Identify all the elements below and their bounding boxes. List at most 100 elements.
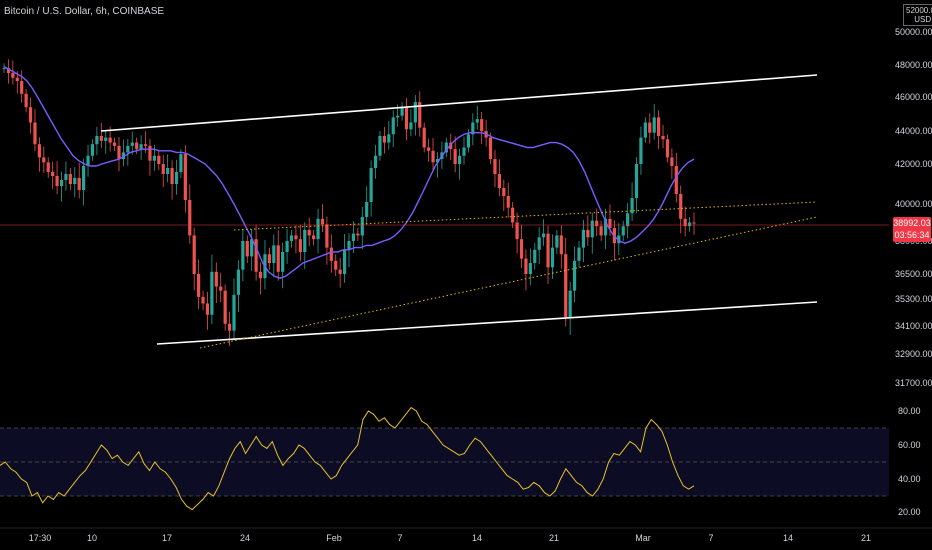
candle-body — [657, 117, 661, 136]
candle-body — [661, 135, 665, 140]
currency-code: USD — [914, 15, 932, 24]
candle-body — [493, 159, 497, 174]
candle-body — [555, 235, 559, 248]
candle-body — [418, 102, 422, 128]
currency-label[interactable]: 52000.00 USD — [903, 4, 932, 26]
candle-body — [329, 247, 333, 261]
time-tick-label: 21 — [549, 533, 559, 543]
candle-body — [254, 239, 258, 272]
rsi-tick-label: 20.00 — [898, 507, 921, 517]
candle-body — [382, 135, 386, 143]
price-tick-label: 48000.00 — [895, 60, 932, 70]
candle-body — [170, 168, 174, 184]
candle-body — [201, 296, 205, 304]
candle-body — [135, 142, 139, 150]
time-axis[interactable]: 17:30 10 17 24 Feb 7 14 21 Mar 7 14 21 — [0, 527, 932, 543]
candle-body — [391, 117, 395, 135]
candle-body — [590, 220, 594, 238]
candle-body — [687, 222, 692, 227]
rsi-tick-label: 60.00 — [898, 440, 921, 450]
candle-body — [603, 218, 608, 236]
rsi-tick-label: 80.00 — [898, 406, 921, 416]
candle-body — [670, 157, 674, 166]
candle-body — [161, 164, 165, 174]
last-price-value: 38992.03 — [893, 218, 931, 228]
price-tick-label: 36500.00 — [895, 269, 932, 279]
candle-body — [679, 194, 683, 219]
time-tick-label: 14 — [472, 533, 482, 543]
candle-body — [289, 235, 294, 241]
candle-body — [692, 222, 696, 224]
candle-body — [37, 144, 41, 158]
candle-body — [444, 142, 448, 153]
candle-body — [267, 254, 271, 263]
candle-body — [665, 139, 670, 158]
candle-body — [316, 218, 320, 240]
rising-support-line[interactable] — [199, 216, 818, 349]
candle-body — [59, 180, 64, 186]
candle-body — [639, 137, 643, 164]
candle-body — [630, 198, 634, 214]
channel-upper-line[interactable] — [100, 74, 818, 132]
candle-body — [342, 249, 347, 274]
candle-body — [577, 247, 581, 261]
candle-body — [334, 260, 338, 270]
candle-body — [537, 237, 541, 250]
candle-body — [471, 122, 475, 135]
candle-body — [68, 174, 72, 184]
candle-body — [166, 168, 170, 174]
candle-body — [396, 115, 400, 118]
candle-body — [192, 235, 196, 274]
candle-body — [33, 122, 37, 145]
candle-body — [152, 155, 156, 161]
candle-body — [360, 216, 364, 236]
candle-body — [626, 213, 630, 227]
time-tick-label: 14 — [783, 533, 793, 543]
moving-average-line — [3, 65, 695, 279]
horizontal-level-line[interactable] — [233, 201, 818, 231]
candle-body — [51, 172, 55, 176]
candle-body — [183, 154, 187, 200]
candle-body — [488, 137, 493, 160]
candle-body — [15, 77, 19, 81]
candle-body — [568, 290, 572, 317]
candle-body — [449, 142, 453, 150]
price-axis[interactable]: 50000.00 48000.00 46000.00 44000.00 42000.00… — [895, 27, 932, 388]
candle-body — [369, 168, 373, 202]
candle-body — [64, 174, 68, 180]
candle-body — [351, 233, 356, 241]
candle-body — [599, 226, 603, 236]
candle-body — [20, 81, 24, 94]
candle-body — [197, 274, 201, 297]
candle-body — [497, 174, 501, 188]
candle-body — [320, 218, 325, 225]
candlestick-series — [2, 59, 696, 347]
price-tick-label: 42000.00 — [895, 159, 932, 169]
candle-body — [475, 119, 479, 123]
channel-lower-line[interactable] — [156, 301, 818, 345]
candle-body — [356, 233, 360, 236]
candle-body — [46, 162, 50, 172]
rsi-tick-label: 40.00 — [898, 474, 921, 484]
candle-body — [272, 245, 276, 263]
candle-body — [148, 145, 152, 161]
candle-body — [241, 241, 245, 270]
candle-body — [90, 144, 95, 156]
candle-body — [139, 144, 143, 150]
trend-lines[interactable] — [100, 74, 818, 349]
candle-body — [11, 73, 15, 78]
price-tick-label: 32900.00 — [895, 349, 932, 359]
candle-body — [480, 119, 484, 131]
currency-top-value: 52000.00 — [906, 6, 932, 15]
price-tick-label: 44000.00 — [895, 126, 932, 136]
candle-body — [95, 135, 99, 145]
symbol-title: Bitcoin / U.S. Dollar, 6h, COINBASE — [4, 6, 165, 17]
time-tick-label: 10 — [87, 533, 97, 543]
rsi-axis[interactable]: 80.00 60.00 40.00 20.00 — [898, 406, 921, 517]
candle-body — [581, 229, 586, 248]
candle-body — [542, 233, 546, 238]
candle-body — [652, 117, 656, 133]
candle-body — [312, 235, 316, 240]
candle-body — [400, 107, 404, 116]
